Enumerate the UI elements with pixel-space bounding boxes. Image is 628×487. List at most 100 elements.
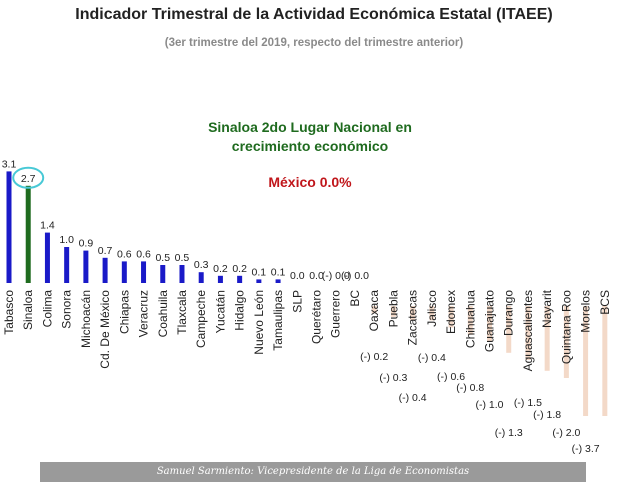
category-label-3: Sonora bbox=[60, 290, 74, 329]
bar-21 bbox=[410, 306, 416, 321]
category-label-17: Guerrero bbox=[329, 290, 343, 338]
value-label-11: 0.2 bbox=[213, 263, 228, 275]
bar-12 bbox=[237, 275, 243, 283]
category-label-14: Tamaulipas bbox=[271, 290, 285, 351]
bar-5 bbox=[102, 257, 108, 283]
bar-13 bbox=[256, 279, 262, 283]
bar-20 bbox=[390, 306, 396, 317]
category-label-20: Puebla bbox=[386, 290, 400, 328]
bar-11 bbox=[217, 275, 223, 283]
bar-4 bbox=[83, 250, 89, 283]
chart-subtitle: (3er trimestre del 2019, respecto del tr… bbox=[164, 37, 464, 49]
category-label-16: Querétaro bbox=[310, 290, 324, 344]
value-label-16: 0.0 bbox=[309, 270, 324, 282]
category-label-9: Tlaxcala bbox=[175, 290, 189, 335]
value-label-9: 0.5 bbox=[175, 252, 190, 264]
category-label-13: Nuevo León bbox=[252, 290, 266, 355]
bar-22 bbox=[429, 306, 435, 321]
category-label-22: Jalisco bbox=[425, 290, 439, 327]
bar-6 bbox=[121, 261, 127, 283]
value-label-6: 0.6 bbox=[117, 248, 132, 260]
value-label-1: 2.7 bbox=[21, 173, 36, 185]
bar-8 bbox=[160, 265, 166, 283]
category-label-0: Tabasco bbox=[2, 290, 16, 335]
category-label-15: SLP bbox=[290, 290, 304, 313]
bar-26 bbox=[506, 306, 512, 353]
category-label-21: Zacatecas bbox=[406, 290, 420, 345]
category-label-26: Durango bbox=[502, 290, 516, 336]
value-label-24: (-) 0.8 bbox=[456, 382, 484, 394]
category-label-6: Chiapas bbox=[117, 290, 131, 334]
highlight-circle bbox=[12, 166, 45, 189]
bar-1 bbox=[25, 185, 31, 283]
category-label-24: Chihuahua bbox=[463, 290, 477, 348]
category-label-25: Guanajuato bbox=[483, 290, 497, 352]
author-credit-banner: Samuel Sarmiento: Vicepresidente de la L… bbox=[40, 462, 586, 482]
value-label-20: (-) 0.3 bbox=[379, 372, 407, 384]
bar-9 bbox=[179, 265, 185, 283]
bar-29 bbox=[563, 306, 569, 378]
category-label-29: Quintana Roo bbox=[559, 290, 573, 364]
value-label-2: 1.4 bbox=[40, 220, 55, 232]
value-label-13: 0.1 bbox=[252, 266, 267, 278]
value-label-8: 0.5 bbox=[155, 252, 170, 264]
category-label-1: Sinaloa bbox=[21, 290, 35, 330]
category-label-8: Coahuila bbox=[156, 290, 170, 338]
value-label-15: 0.0 bbox=[290, 270, 305, 282]
value-label-0: 3.1 bbox=[2, 158, 17, 170]
value-label-25: (-) 1.0 bbox=[475, 399, 503, 411]
sinaloa-highlight-text: Sinaloa 2do Lugar Nacional en crecimient… bbox=[160, 118, 460, 156]
highlight-line-2: crecimiento económico bbox=[231, 138, 389, 154]
value-label-4: 0.9 bbox=[79, 238, 94, 250]
value-label-29: (-) 2.0 bbox=[552, 427, 580, 439]
value-label-7: 0.6 bbox=[136, 248, 151, 260]
category-label-18: BC bbox=[348, 290, 362, 307]
value-label-23: (-) 0.6 bbox=[437, 371, 465, 383]
chart-title: Indicador Trimestral de la Actividad Eco… bbox=[75, 6, 553, 23]
bar-2 bbox=[44, 232, 50, 283]
category-label-4: Michoacán bbox=[79, 290, 93, 348]
value-label-5: 0.7 bbox=[98, 245, 113, 257]
bar-24 bbox=[467, 306, 473, 335]
bar-30 bbox=[583, 306, 589, 416]
value-label-22: (-) 0.4 bbox=[418, 352, 446, 364]
category-label-10: Campeche bbox=[194, 290, 208, 348]
category-label-31: BCS bbox=[598, 290, 612, 315]
category-label-23: Edomex bbox=[444, 290, 458, 334]
category-label-11: Yucatán bbox=[213, 290, 227, 333]
value-label-3: 1.0 bbox=[59, 234, 74, 246]
bar-25 bbox=[487, 306, 492, 342]
value-label-17: (-) 0.0 bbox=[322, 270, 350, 282]
value-label-30: (-) 3.7 bbox=[572, 443, 600, 455]
value-label-28: (-) 1.8 bbox=[533, 409, 561, 421]
category-label-19: Oaxaca bbox=[367, 290, 381, 332]
category-label-28: Nayarit bbox=[540, 289, 554, 328]
value-label-14: 0.1 bbox=[271, 266, 286, 278]
category-label-2: Colima bbox=[40, 290, 54, 328]
category-label-30: Morelos bbox=[579, 290, 593, 333]
bar-14 bbox=[275, 279, 281, 283]
value-label-19: (-) 0.2 bbox=[360, 351, 388, 363]
highlight-line-1: Sinaloa 2do Lugar Nacional en bbox=[208, 119, 412, 135]
bar-7 bbox=[141, 261, 147, 283]
category-label-7: Veracruz bbox=[137, 290, 151, 337]
bar-0 bbox=[6, 171, 12, 283]
bar-27 bbox=[525, 306, 531, 360]
category-label-27: Aguascalientes bbox=[521, 290, 535, 371]
value-label-12: 0.2 bbox=[232, 263, 247, 275]
category-label-12: Hidalgo bbox=[233, 290, 247, 331]
bar-3 bbox=[64, 247, 70, 283]
bar-10 bbox=[198, 272, 204, 283]
bar-28 bbox=[544, 306, 550, 371]
bar-19 bbox=[371, 306, 377, 314]
value-label-10: 0.3 bbox=[194, 259, 209, 271]
value-label-18: (-) 0.0 bbox=[341, 270, 369, 282]
bar-31 bbox=[602, 306, 608, 416]
bar-23 bbox=[448, 306, 454, 328]
category-label-5: Cd. De México bbox=[98, 290, 112, 369]
value-label-27: (-) 1.5 bbox=[514, 397, 542, 409]
mexico-national-value: México 0.0% bbox=[268, 174, 352, 190]
value-label-21: (-) 0.4 bbox=[399, 392, 427, 404]
